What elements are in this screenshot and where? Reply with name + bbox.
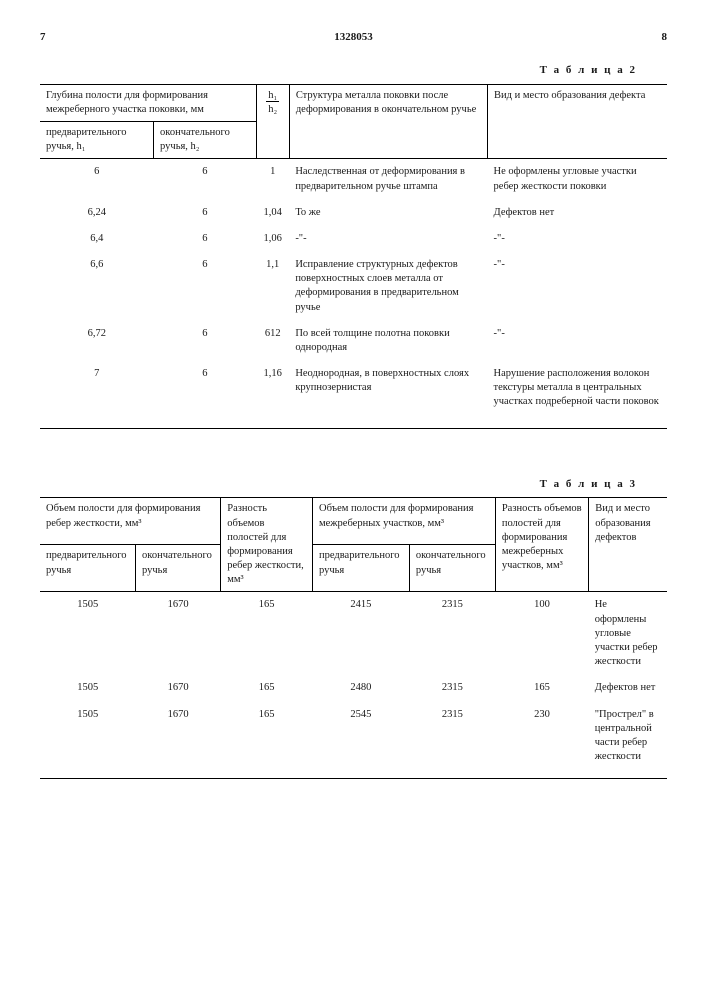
cell: Неоднородная, в поверхностных слоях круп…: [289, 361, 487, 428]
cell: Исправление структурных дефектов поверхн…: [289, 252, 487, 321]
t3-h-defect: Вид и место образования дефектов: [589, 498, 667, 592]
cell: -"-: [289, 226, 487, 252]
cell: 1505: [40, 592, 136, 675]
table-row: 6,2461,04То жеДефектов нет: [40, 200, 667, 226]
table3: Объем полости для формирования ребер жес…: [40, 497, 667, 779]
t3-h-3a: предварительного ручья: [312, 545, 409, 592]
table-row: 6,661,1Исправление структурных дефектов …: [40, 252, 667, 321]
t3-h-diff1: Разность объемов полостей для формирован…: [221, 498, 313, 592]
t2-h-h2: окончательного ручья, h₂: [154, 122, 257, 159]
cell: 1670: [136, 702, 221, 779]
cell: 2315: [409, 592, 495, 675]
table-row: 761,16Неоднородная, в поверхностных слоя…: [40, 361, 667, 428]
cell: 6: [154, 252, 257, 321]
page-header: 7 1328053 8: [40, 30, 667, 45]
t2-h-struct: Структура металла поковки после деформир…: [289, 84, 487, 159]
cell: Дефектов нет: [589, 675, 667, 701]
t3-h-diff2: Разность объемов полостей для формирован…: [495, 498, 588, 592]
cell: 1,16: [256, 361, 289, 428]
table-row: 6,461,06-"--"-: [40, 226, 667, 252]
table2-title: Т а б л и ц а 2: [40, 63, 637, 78]
cell: То же: [289, 200, 487, 226]
cell: 230: [495, 702, 588, 779]
cell: 6: [40, 159, 154, 200]
t3-h-3b: окончательного ручья: [409, 545, 495, 592]
cell: 6: [154, 321, 257, 361]
cell: 6,4: [40, 226, 154, 252]
cell: 6: [154, 361, 257, 428]
t3-h-1a: предварительного ручья: [40, 545, 136, 592]
cell: 6: [154, 159, 257, 200]
cell: 6: [154, 226, 257, 252]
cell: 1505: [40, 702, 136, 779]
cell: 7: [40, 361, 154, 428]
t2-h-h1: предварительного ручья, h₁: [40, 122, 154, 159]
cell: 1,1: [256, 252, 289, 321]
cell: 1505: [40, 675, 136, 701]
t2-h-depth: Глубина полости для формирования межребе…: [40, 84, 256, 121]
cell: 612: [256, 321, 289, 361]
table-row: 1505167016524802315165Дефектов нет: [40, 675, 667, 701]
cell: -"-: [488, 252, 667, 321]
cell: 1,04: [256, 200, 289, 226]
cell: Не оформлены угловые участки ребер жестк…: [589, 592, 667, 675]
t2-h-defect: Вид и место образования дефекта: [488, 84, 667, 159]
cell: 1: [256, 159, 289, 200]
cell: 165: [495, 675, 588, 701]
cell: 2315: [409, 702, 495, 779]
cell: 6,24: [40, 200, 154, 226]
page-num-right: 8: [662, 30, 668, 45]
cell: 2480: [312, 675, 409, 701]
t3-body: 1505167016524152315100Не оформлены углов…: [40, 592, 667, 779]
t2-h-ratio: h₁ h₂: [256, 84, 289, 159]
cell: Нарушение расположения волокон текстуры …: [488, 361, 667, 428]
cell: 6: [154, 200, 257, 226]
t2-body: 661Наследственная от деформирования в пр…: [40, 159, 667, 428]
cell: 2415: [312, 592, 409, 675]
doc-number: 1328053: [334, 30, 373, 45]
cell: 165: [221, 592, 313, 675]
cell: По всей толщине полотна поковки однородн…: [289, 321, 487, 361]
cell: 6,72: [40, 321, 154, 361]
cell: 1,06: [256, 226, 289, 252]
cell: 1670: [136, 592, 221, 675]
table-row: 1505167016525452315230"Прострел" в центр…: [40, 702, 667, 779]
cell: -"-: [488, 321, 667, 361]
cell: 165: [221, 702, 313, 779]
page-num-left: 7: [40, 30, 46, 45]
cell: 2545: [312, 702, 409, 779]
table3-title: Т а б л и ц а 3: [40, 477, 637, 492]
table-row: 661Наследственная от деформирования в пр…: [40, 159, 667, 200]
t3-h-vol1: Объем полости для формирования ребер жес…: [40, 498, 221, 545]
table-row: 6,726612По всей толщине полотна поковки …: [40, 321, 667, 361]
table2: Глубина полости для формирования межребе…: [40, 84, 667, 429]
cell: 6,6: [40, 252, 154, 321]
cell: 2315: [409, 675, 495, 701]
cell: 165: [221, 675, 313, 701]
t3-h-vol2: Объем полости для формирования межреберн…: [312, 498, 495, 545]
cell: 100: [495, 592, 588, 675]
table-row: 1505167016524152315100Не оформлены углов…: [40, 592, 667, 675]
cell: Наследственная от деформирования в предв…: [289, 159, 487, 200]
cell: Не оформлены угловые участки ребер жестк…: [488, 159, 667, 200]
cell: 1670: [136, 675, 221, 701]
cell: "Прострел" в центральной части ребер жес…: [589, 702, 667, 779]
t3-h-1b: окончательного ручья: [136, 545, 221, 592]
cell: -"-: [488, 226, 667, 252]
cell: Дефектов нет: [488, 200, 667, 226]
